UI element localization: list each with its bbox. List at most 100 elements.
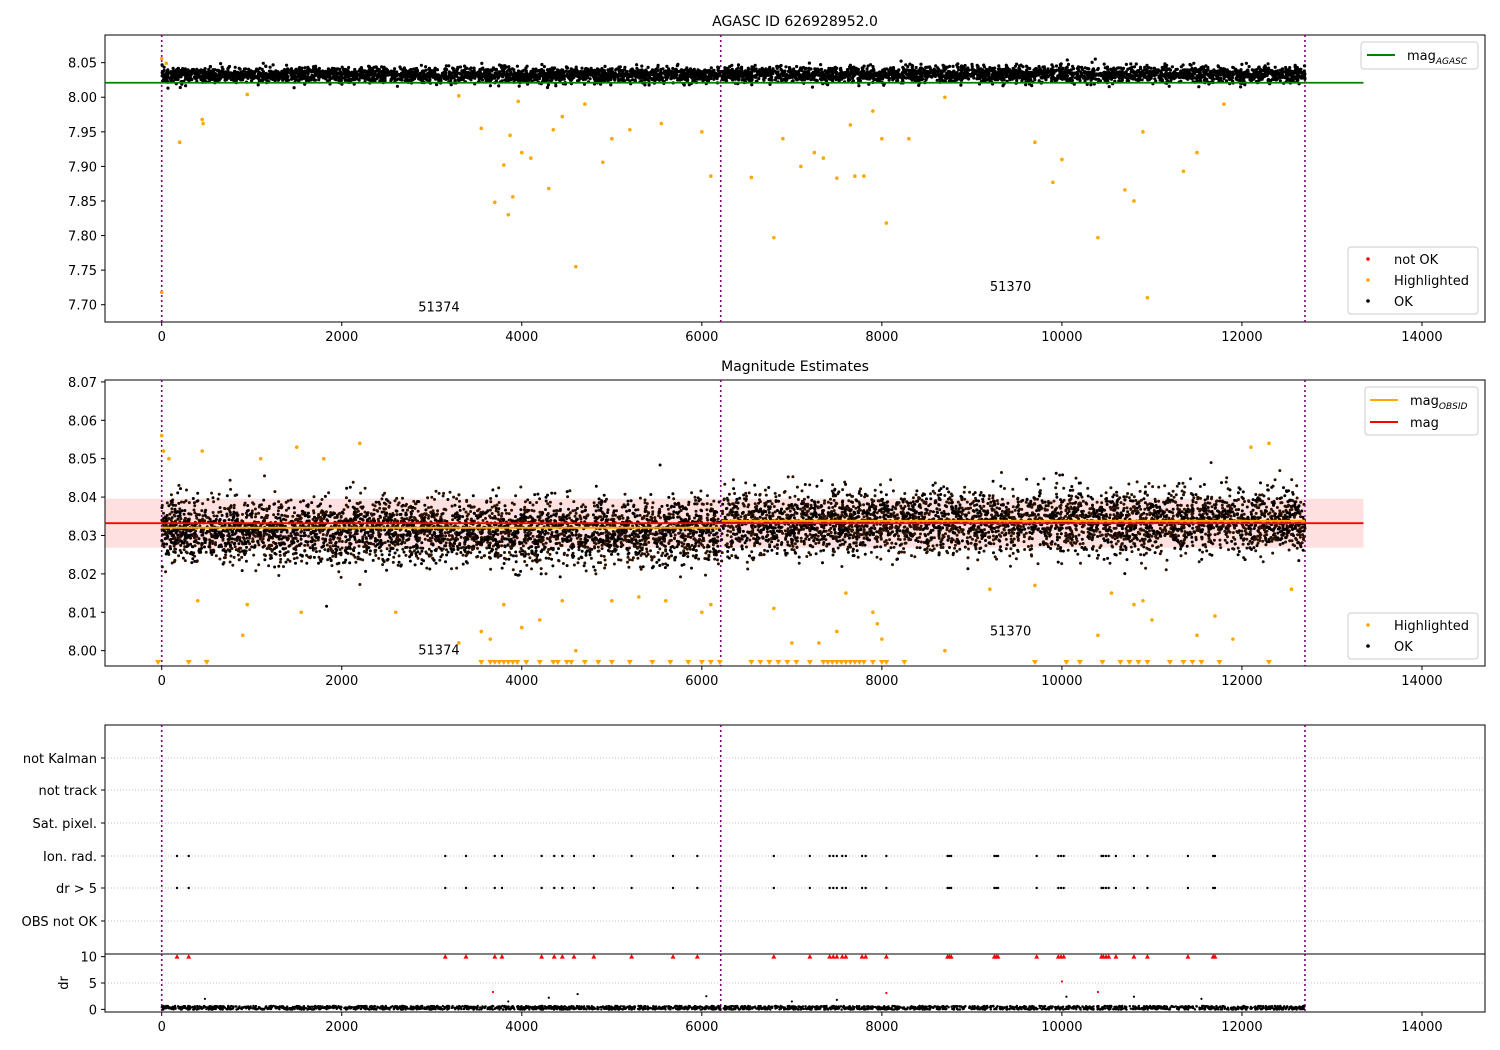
ok-point (208, 74, 212, 79)
ok-point (538, 71, 543, 75)
ok-point (161, 73, 165, 77)
ok-point (532, 74, 537, 78)
ok-point (663, 72, 667, 76)
ok-point (315, 69, 319, 73)
ok-point (589, 67, 593, 71)
ok-point (230, 77, 234, 81)
ok-point (723, 68, 727, 72)
ok-point (341, 68, 346, 72)
ok-point (707, 71, 711, 76)
ok-point (328, 74, 332, 78)
ok-point (424, 74, 429, 78)
ok-point (1042, 65, 1046, 69)
ok-point (1239, 78, 1243, 82)
ok-point (1107, 85, 1111, 89)
ok-point (872, 77, 876, 82)
ok-point (285, 63, 289, 67)
ok-point (799, 67, 803, 71)
ok-point (956, 62, 960, 66)
ok-point (1233, 69, 1237, 73)
ok-point (526, 78, 530, 82)
ok-point (574, 65, 578, 69)
ok-point (291, 74, 295, 78)
ok-point (600, 73, 604, 77)
ok-point (970, 65, 974, 69)
ok-point (469, 66, 473, 70)
ok-point (1048, 69, 1052, 73)
ok-point (987, 67, 991, 72)
ok-point (312, 76, 316, 80)
ok-point (384, 71, 388, 75)
ok-point (595, 67, 600, 71)
ok-point (271, 63, 275, 67)
ok-point (268, 65, 272, 69)
ok-point (516, 78, 521, 83)
ok-point (948, 64, 952, 68)
ok-point (304, 76, 308, 80)
ok-point (574, 71, 578, 75)
ok-point (204, 74, 209, 78)
ok-point (306, 71, 310, 75)
ok-point (1258, 72, 1262, 76)
ok-point (698, 77, 702, 81)
ok-point (1090, 60, 1094, 64)
ok-point (839, 66, 843, 70)
ok-point (894, 74, 898, 78)
ok-point (432, 73, 436, 77)
ok-point (1122, 75, 1126, 79)
ok-point (899, 59, 903, 63)
ok-point (625, 70, 629, 74)
ok-point (676, 78, 680, 82)
ok-point (639, 68, 643, 72)
ok-point (445, 67, 449, 72)
ok-point (547, 75, 551, 80)
ok-point (861, 66, 865, 70)
ok-point (810, 85, 815, 89)
ok-point (223, 75, 227, 79)
ok-point (542, 69, 546, 73)
ok-point (489, 73, 493, 77)
ok-point (928, 66, 932, 70)
ok-point (923, 70, 928, 74)
ok-point (318, 75, 322, 79)
ok-point (568, 69, 572, 73)
ok-point (212, 69, 216, 73)
ok-point (477, 70, 481, 74)
ok-point (996, 78, 1000, 82)
ok-point (584, 74, 589, 78)
ok-point (1179, 65, 1183, 69)
ok-point (188, 77, 192, 81)
ok-point (534, 67, 538, 71)
ok-point (802, 73, 807, 77)
ok-point (679, 69, 683, 73)
ok-point (560, 68, 564, 72)
ok-point (1195, 69, 1199, 73)
ok-point (488, 84, 492, 88)
ok-point (768, 78, 772, 82)
ok-point (1089, 83, 1093, 87)
ok-point (233, 70, 237, 74)
ok-point (558, 77, 562, 81)
ok-point (374, 69, 378, 73)
ok-point (1285, 72, 1289, 76)
ok-point (428, 75, 432, 80)
ok-point (695, 71, 699, 75)
ok-point (753, 69, 757, 73)
ok-point (169, 70, 173, 74)
ok-point (807, 61, 812, 65)
ok-point (411, 70, 415, 75)
ok-point (982, 63, 986, 67)
ok-point (1030, 84, 1034, 88)
ok-point (710, 74, 714, 79)
ok-point (782, 71, 786, 75)
ok-point (170, 74, 174, 78)
ok-point (570, 73, 574, 77)
ok-point (452, 67, 456, 72)
ok-point (1234, 77, 1238, 81)
ok-point (286, 70, 290, 74)
ok-point (971, 73, 975, 77)
ok-point (467, 73, 471, 77)
ok-point (530, 79, 534, 83)
ok-point (906, 65, 910, 69)
